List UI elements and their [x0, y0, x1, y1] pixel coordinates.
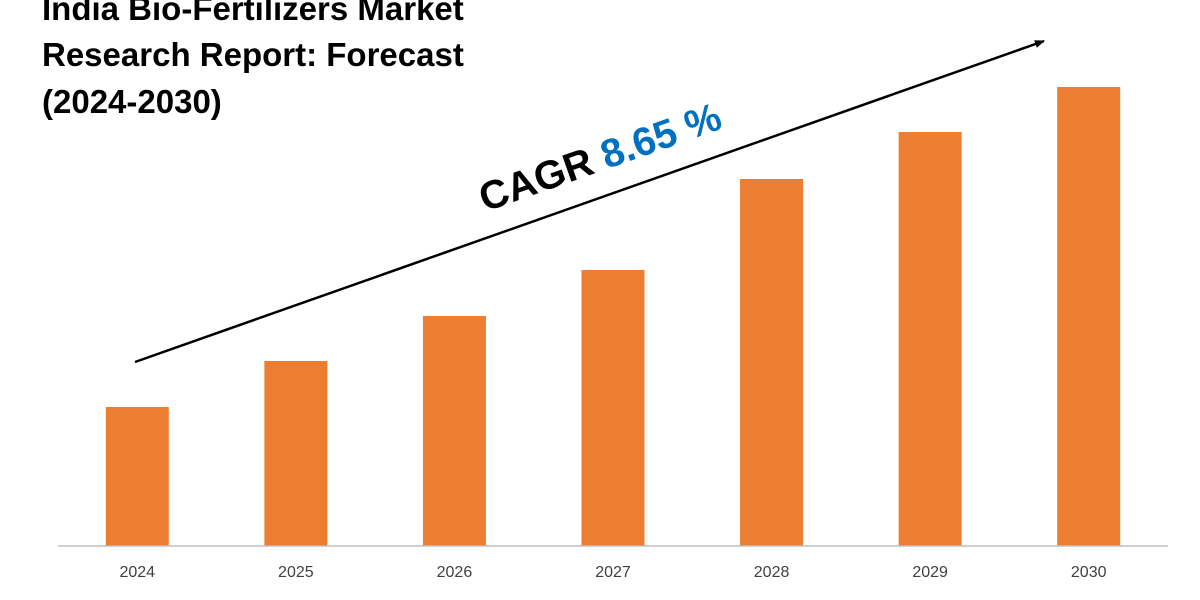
bars — [105, 87, 1121, 546]
bar-2030 — [1057, 87, 1121, 546]
x-tick-label-2024: 2024 — [119, 564, 155, 581]
title-line-3: (2024-2030) — [42, 83, 222, 120]
x-tick-label-2029: 2029 — [912, 564, 948, 581]
bar-2029 — [898, 132, 962, 546]
bar-2026 — [422, 316, 486, 546]
x-tick-label-2027: 2027 — [595, 564, 631, 581]
cagr-annotation: CAGR 8.65 % — [473, 95, 727, 221]
chart-title: India Bio-Fertilizers Market Research Re… — [42, 0, 464, 120]
x-tick-label-2025: 2025 — [278, 564, 314, 581]
bar-2025 — [264, 361, 328, 546]
title-line-1: India Bio-Fertilizers Market — [42, 0, 464, 27]
trend-arrow — [134, 39, 1045, 364]
bar-2024 — [105, 407, 169, 546]
x-axis-tick-labels: 2024 2025 2026 2027 2028 2029 2030 — [119, 564, 1106, 581]
x-tick-label-2030: 2030 — [1071, 564, 1107, 581]
x-tick-label-2028: 2028 — [754, 564, 790, 581]
cagr-value: 8.65 % — [595, 95, 727, 178]
x-tick-label-2026: 2026 — [437, 564, 473, 581]
bar-2027 — [581, 270, 645, 546]
bar-2028 — [740, 179, 804, 546]
title-line-2: Research Report: Forecast — [42, 36, 464, 73]
cagr-label: CAGR — [473, 140, 599, 221]
